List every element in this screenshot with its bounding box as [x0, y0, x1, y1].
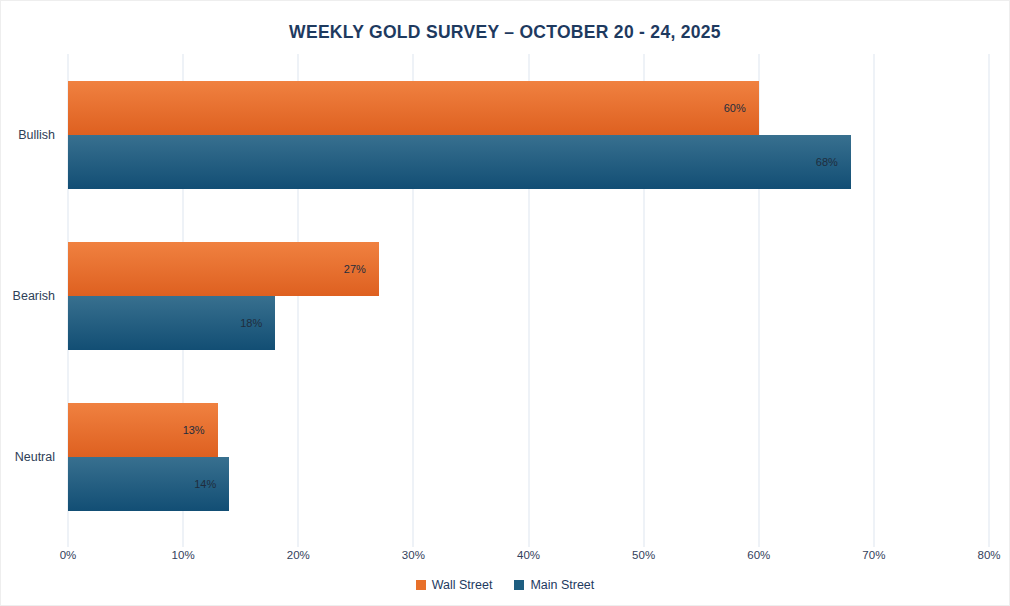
x-tick-label: 70% [862, 549, 885, 561]
bar-wall-street-bullish: 60% [68, 81, 759, 135]
x-tick-label: 50% [632, 549, 655, 561]
category-label-bullish: Bullish [18, 128, 55, 142]
bar-wall-street-neutral: 13% [68, 403, 218, 457]
category-label-neutral: Neutral [15, 450, 55, 464]
x-tick-label: 0% [60, 549, 77, 561]
legend-item-main-street: Main Street [514, 578, 594, 592]
bar-main-street-neutral: 14% [68, 457, 229, 511]
bar-value-label: 14% [194, 478, 216, 490]
legend: Wall Street Main Street [1, 578, 1009, 592]
x-tick-label: 10% [172, 549, 195, 561]
bar-value-label: 13% [183, 424, 205, 436]
legend-label: Main Street [530, 578, 594, 592]
bar-value-label: 60% [724, 102, 746, 114]
wall-street-swatch-icon [416, 580, 426, 590]
bar-value-label: 68% [816, 156, 838, 168]
legend-label: Wall Street [432, 578, 493, 592]
x-tick-label: 40% [517, 549, 540, 561]
x-tick-label: 80% [977, 549, 1000, 561]
category-row-neutral: Neutral13%14% [68, 377, 989, 538]
plot-area: 0%10%20%30%40%50%60%70%80%Bullish60%68%B… [68, 54, 989, 538]
x-tick-label: 20% [287, 549, 310, 561]
gold-survey-chart: WEEKLY GOLD SURVEY – OCTOBER 20 - 24, 20… [0, 0, 1010, 606]
bar-main-street-bullish: 68% [68, 135, 851, 189]
chart-title: WEEKLY GOLD SURVEY – OCTOBER 20 - 24, 20… [1, 22, 1009, 43]
main-street-swatch-icon [514, 580, 524, 590]
bar-value-label: 18% [240, 317, 262, 329]
category-row-bearish: Bearish27%18% [68, 215, 989, 376]
legend-item-wall-street: Wall Street [416, 578, 493, 592]
x-tick-label: 60% [747, 549, 770, 561]
bar-wall-street-bearish: 27% [68, 242, 379, 296]
bar-value-label: 27% [344, 263, 366, 275]
category-label-bearish: Bearish [13, 289, 55, 303]
category-row-bullish: Bullish60%68% [68, 54, 989, 215]
bar-main-street-bearish: 18% [68, 296, 275, 350]
x-tick-label: 30% [402, 549, 425, 561]
